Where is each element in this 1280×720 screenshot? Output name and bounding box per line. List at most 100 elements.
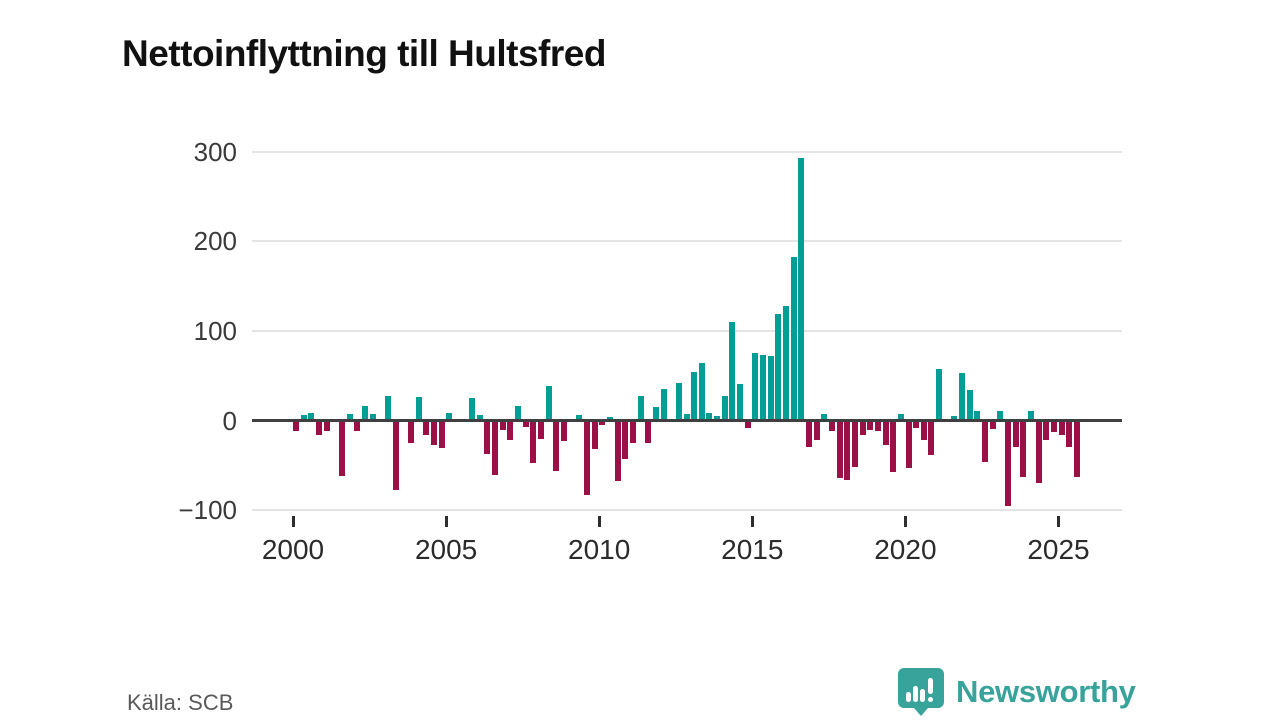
- bar-2007-Q3: [522, 420, 529, 427]
- bar-2000-Q4: [316, 420, 323, 436]
- bar-2019-Q4: [897, 414, 904, 421]
- source-note: Källa: SCB: [127, 690, 234, 715]
- zero-axis-line: [252, 419, 1122, 423]
- bar-2000-Q1: [293, 420, 300, 432]
- newsworthy-brand: Newsworthy: [898, 668, 1136, 716]
- x-axis-label: 2010: [568, 534, 631, 565]
- x-axis-label: 2025: [1027, 534, 1090, 565]
- bar-2003-Q2: [392, 420, 399, 490]
- bar-2007-Q4: [530, 420, 537, 463]
- bar-2019-Q3: [890, 420, 897, 472]
- bar-2006-Q2: [484, 420, 491, 454]
- bar-2016-Q2: [790, 256, 797, 421]
- bar-2016-Q3: [798, 157, 805, 421]
- newsworthy-logo-icon: [898, 668, 944, 716]
- bar-2004-Q2: [423, 420, 430, 436]
- bar-2017-Q4: [836, 420, 843, 479]
- bar-2022-Q4: [989, 420, 996, 429]
- bar-2024-Q2: [1035, 420, 1042, 483]
- bar-2001-Q4: [346, 413, 353, 421]
- bar-2022-Q1: [966, 390, 973, 421]
- bar-2009-Q4: [591, 420, 598, 450]
- bar-2009-Q2: [576, 415, 583, 421]
- bar-2022-Q3: [982, 420, 989, 462]
- bar-2023-Q4: [1020, 420, 1027, 478]
- bar-2006-Q3: [492, 420, 499, 475]
- gridline: [252, 330, 1122, 332]
- x-axis-tick: [291, 516, 295, 527]
- bar-2023-Q1: [997, 410, 1004, 421]
- gridline: [252, 509, 1122, 512]
- y-axis-label: 200: [193, 226, 237, 257]
- x-axis-tick: [750, 516, 754, 527]
- bar-2003-Q4: [407, 420, 414, 444]
- bar-2017-Q1: [813, 420, 820, 441]
- bar-2015-Q4: [775, 313, 782, 421]
- bar-2014-Q2: [729, 322, 736, 421]
- y-axis-label: 0: [222, 405, 237, 436]
- bar-2014-Q3: [737, 383, 744, 421]
- bar-2011-Q4: [652, 407, 659, 421]
- bar-2016-Q4: [805, 420, 812, 447]
- bar-2010-Q1: [599, 420, 606, 426]
- y-axis-label: 300: [193, 136, 237, 167]
- bar-2018-Q1: [844, 420, 851, 480]
- bar-2004-Q3: [430, 420, 437, 445]
- bar-2017-Q2: [821, 413, 828, 421]
- bar-2020-Q2: [913, 420, 920, 428]
- bar-2010-Q2: [606, 417, 613, 421]
- bar-2024-Q4: [1050, 420, 1057, 433]
- bar-2020-Q3: [920, 420, 927, 441]
- bar-2012-Q4: [683, 413, 690, 421]
- bar-2002-Q2: [361, 406, 368, 421]
- bar-2025-Q2: [1066, 420, 1073, 447]
- bar-2018-Q4: [867, 420, 874, 430]
- bar-2021-Q1: [936, 368, 943, 421]
- bar-2010-Q4: [622, 420, 629, 460]
- y-axis-label: −100: [178, 495, 237, 526]
- x-axis-tick: [1057, 516, 1060, 527]
- gridline: [252, 240, 1122, 243]
- bar-2008-Q4: [561, 420, 568, 442]
- bar-2002-Q1: [354, 420, 361, 431]
- bar-2025-Q1: [1058, 420, 1065, 436]
- bar-2018-Q2: [851, 420, 858, 468]
- bar-2006-Q1: [476, 415, 483, 421]
- bar-2011-Q1: [629, 420, 636, 444]
- bar-2008-Q1: [538, 420, 545, 439]
- bar-2015-Q1: [752, 353, 759, 421]
- bar-2009-Q3: [583, 420, 590, 496]
- bar-2005-Q4: [469, 398, 476, 421]
- net-migration-bar-chart: 300 200 100 0 −100 2000 2005 2010 2015 2020 2025: [178, 136, 1122, 565]
- page-title: Nettoinflyttning till Hultsfred: [122, 32, 606, 74]
- bar-2003-Q1: [384, 396, 391, 421]
- bar-2021-Q3: [951, 416, 958, 421]
- bar-2023-Q2: [1005, 420, 1011, 506]
- bar-2013-Q2: [698, 363, 705, 421]
- bar-2019-Q2: [882, 420, 889, 445]
- bar-2016-Q1: [783, 305, 790, 421]
- bar-2007-Q2: [515, 406, 522, 421]
- bar-2011-Q2: [637, 395, 644, 421]
- x-axis-label: 2005: [414, 534, 478, 565]
- bar-2017-Q3: [828, 420, 835, 431]
- brand-name: Newsworthy: [956, 674, 1136, 709]
- bar-2024-Q3: [1043, 420, 1050, 440]
- bar-2008-Q3: [553, 420, 560, 471]
- bar-2002-Q3: [369, 414, 376, 421]
- bar-2019-Q1: [874, 420, 881, 432]
- bar-2005-Q1: [446, 412, 453, 421]
- bar-2015-Q3: [767, 356, 774, 421]
- bar-2000-Q3: [308, 412, 315, 421]
- bar-2008-Q2: [545, 385, 552, 421]
- bar-2025-Q3: [1073, 420, 1080, 478]
- bar-2024-Q1: [1027, 410, 1034, 421]
- x-axis-label: 2015: [721, 534, 784, 565]
- x-axis-label: 2020: [874, 534, 937, 565]
- x-axis-tick: [903, 516, 907, 527]
- bar-2010-Q3: [614, 420, 621, 481]
- bar-2001-Q3: [339, 420, 346, 477]
- bar-2018-Q3: [859, 420, 866, 436]
- gridline: [252, 150, 1122, 153]
- bar-2013-Q1: [691, 372, 698, 421]
